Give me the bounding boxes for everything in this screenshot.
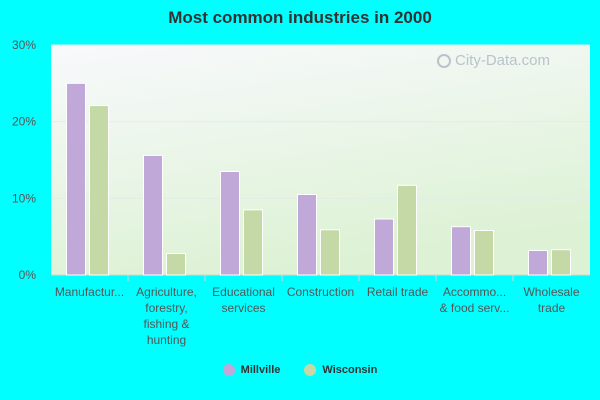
x-tick-label: Educational services: [212, 285, 275, 315]
bar-wisconsin: [89, 105, 109, 276]
watermark: City-Data.com: [437, 52, 550, 69]
x-tick-label: Wholesale trade: [523, 285, 579, 315]
chart-title: Most common industries in 2000: [168, 8, 432, 27]
legend-swatch-millville: [222, 364, 235, 376]
legend-label-millville: Millville: [240, 364, 281, 376]
x-tick-label: Accommo... & food serv...: [440, 285, 510, 315]
bar-millville: [143, 154, 163, 276]
bar-millville: [297, 194, 317, 276]
bar-wisconsin: [320, 229, 340, 276]
y-tick-label: 20%: [12, 115, 36, 129]
legend-item-millville: Millville: [222, 364, 281, 376]
legend-label-wisconsin: Wisconsin: [322, 364, 378, 376]
bar-millville: [528, 249, 548, 276]
legend-swatch-wisconsin: [304, 364, 317, 376]
bar-wisconsin: [551, 249, 571, 276]
watermark-text: City-Data.com: [455, 52, 551, 69]
bar-wisconsin: [474, 230, 494, 276]
bar-wisconsin: [243, 209, 263, 276]
bar-millville: [66, 82, 86, 276]
x-tick-label: Manufactur...: [55, 285, 124, 299]
y-tick-label: 30%: [12, 38, 36, 52]
bar-wisconsin: [166, 253, 186, 276]
bar-millville: [220, 171, 240, 276]
magnifier-icon: [437, 53, 451, 68]
y-tick-label: 0%: [19, 268, 37, 282]
legend-item-wisconsin: Wisconsin: [304, 364, 377, 376]
bar-wisconsin: [397, 184, 417, 276]
bar-millville: [451, 226, 471, 276]
x-tick-label: Agriculture, forestry, fishing & hunting: [136, 285, 197, 347]
legend: Millville Wisconsin: [0, 364, 600, 376]
x-tick-label: Retail trade: [367, 285, 429, 299]
x-tick-label: Construction: [287, 285, 354, 299]
bar-millville: [374, 218, 394, 276]
y-tick-label: 10%: [12, 191, 36, 205]
